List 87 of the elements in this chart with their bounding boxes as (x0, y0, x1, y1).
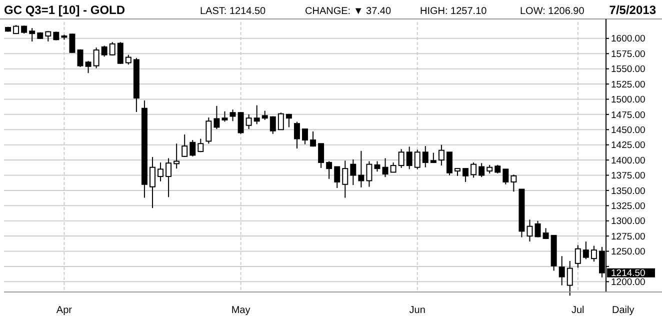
y-tick-label: 1525.00 (611, 79, 646, 90)
candlestick (198, 138, 204, 153)
candlestick (526, 219, 533, 242)
candlestick (390, 162, 396, 173)
candlestick (302, 128, 308, 145)
candlestick (590, 245, 597, 262)
candlestick (310, 130, 316, 148)
candlestick (294, 121, 300, 149)
candlestick (254, 104, 260, 125)
candlestick (350, 158, 356, 186)
y-tick-label: 1600.00 (611, 34, 646, 45)
y-tick-label: 1400.00 (611, 155, 646, 166)
candlestick (334, 166, 340, 189)
candlestick (398, 148, 404, 168)
y-tick-label: 1500.00 (611, 94, 646, 106)
candlestick (69, 33, 76, 54)
text: LOW: 1206.90 (520, 6, 585, 17)
candlestick (158, 162, 164, 182)
candlestick (502, 168, 509, 185)
candlestick (566, 260, 573, 296)
candlestick (574, 244, 581, 268)
candlestick (374, 160, 380, 172)
text: 1214.50 (611, 268, 646, 280)
candlestick (406, 146, 412, 170)
y-tick-label: 1325.00 (611, 200, 646, 212)
candlestick (326, 160, 332, 180)
candlestick (358, 150, 364, 188)
y-tick-label: 1475.00 (611, 110, 646, 121)
x-tick-label: Jun (409, 305, 426, 316)
candlestick (182, 134, 188, 158)
candlestick (478, 162, 485, 178)
candlestick (366, 160, 372, 188)
candlestick (93, 47, 100, 69)
candlestick (422, 146, 428, 168)
y-tick-label: 1425.00 (611, 140, 646, 152)
text: 7/5/2013 (609, 3, 656, 17)
y-tick-label: 1550.00 (611, 64, 646, 76)
x-tick-label: May (231, 305, 250, 316)
x-tick-label: Jul (572, 305, 584, 316)
chart-title: GC Q3=1 [10] - GOLD (4, 3, 126, 17)
candlestick (29, 28, 36, 42)
candlestick (109, 42, 116, 56)
candlestick (246, 114, 252, 130)
candlestick (166, 158, 172, 198)
candlestick (190, 139, 196, 157)
candlestick (85, 60, 92, 74)
candlestick (318, 143, 324, 168)
text: LAST: 1214.50 (200, 6, 266, 17)
candlestick (206, 116, 212, 144)
candlestick (222, 110, 228, 122)
candlestick (582, 241, 589, 260)
y-tick-label: 1375.00 (611, 170, 646, 182)
text: CHANGE: ▼ 37.40 (305, 6, 392, 17)
candlestick (77, 48, 84, 68)
candlestick (382, 158, 388, 178)
y-tick-label: 1350.00 (611, 186, 646, 197)
y-tick-label: 1300.00 (611, 216, 646, 228)
y-tick-label: 1450.00 (611, 124, 646, 136)
candlestick (462, 167, 469, 182)
candlestick (238, 112, 244, 134)
x-tick-label: Apr (56, 305, 73, 316)
candlestick (45, 30, 52, 42)
candlestick (510, 174, 517, 192)
candlestick (470, 162, 477, 178)
y-tick-label: 1250.00 (611, 246, 646, 258)
y-tick-label: 1275.00 (611, 231, 646, 242)
y-tick-label: 1575.00 (611, 48, 646, 60)
candlestick (150, 156, 156, 209)
candlestick (414, 149, 420, 170)
candlestick (446, 152, 452, 176)
candlestick (558, 256, 565, 286)
text: HIGH: 1257.10 (420, 6, 488, 17)
candlestick (117, 42, 124, 64)
candlestick (174, 143, 180, 170)
candlestick (438, 144, 444, 166)
candlestick (534, 220, 541, 238)
candlestick (125, 54, 132, 66)
candlestick (101, 45, 108, 58)
candlestick (214, 105, 220, 130)
candlestick (262, 110, 268, 120)
y-tick-label: 1200.00 (611, 276, 646, 288)
text: Daily (612, 305, 634, 316)
candlestick (230, 109, 236, 122)
candlestick (278, 112, 284, 130)
candlestick (286, 113, 292, 128)
candlestick (342, 160, 348, 198)
candlestick (270, 116, 276, 134)
